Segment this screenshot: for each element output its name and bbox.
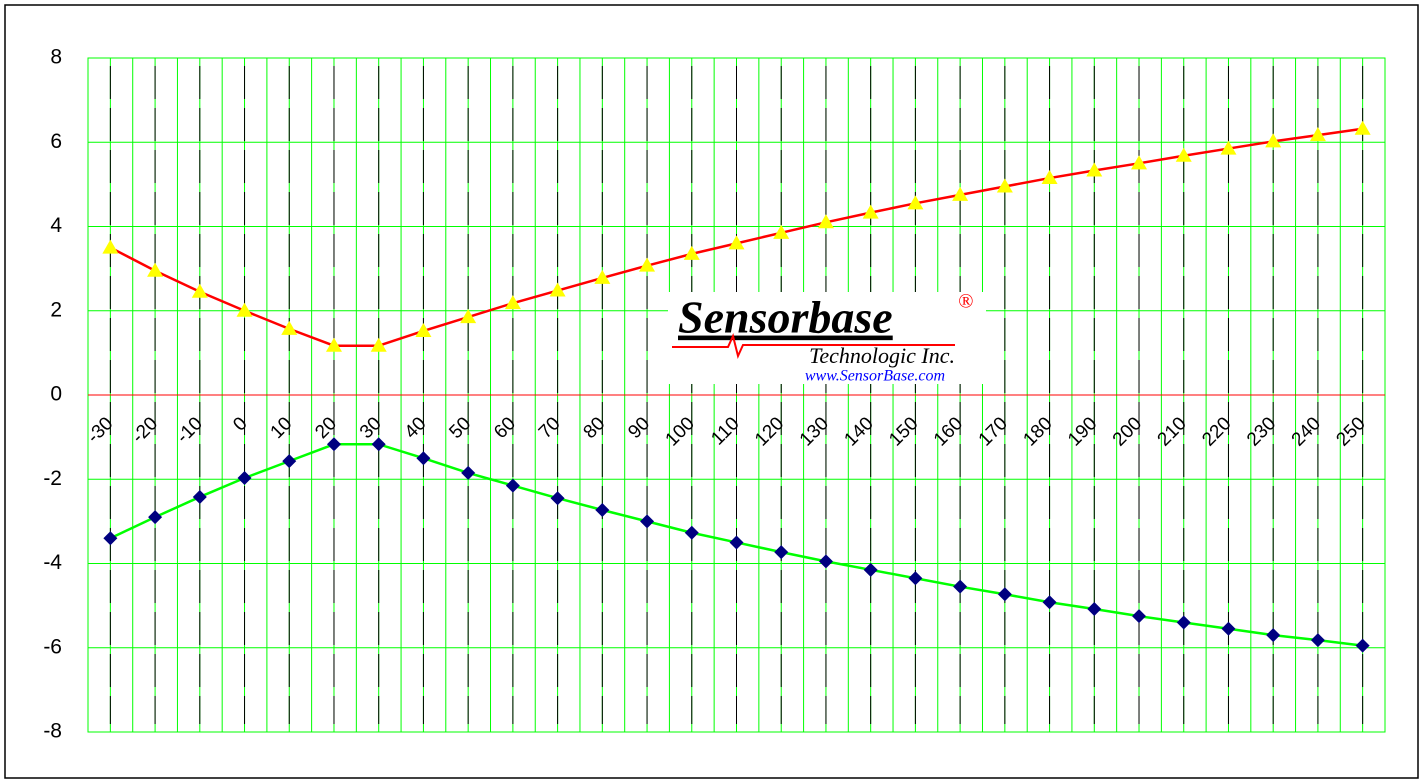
data-point [1176,615,1191,630]
data-point [1087,601,1102,616]
data-point [102,239,119,254]
logo: Sensorbase ® Technologic Inc. www.Sensor… [668,291,986,385]
data-point [1310,633,1325,648]
data-point [549,282,566,297]
data-point [729,535,744,550]
data-point [997,587,1012,602]
data-point [683,245,700,260]
data-point [774,545,789,560]
data-point [1041,170,1058,185]
data-point [460,309,477,324]
data-point [147,262,164,277]
data-point [818,554,833,569]
data-point [281,320,298,335]
data-point [148,510,163,525]
data-point [908,571,923,586]
y-tick-label: -4 [43,551,62,574]
data-point [1354,120,1371,135]
data-point [1175,147,1192,162]
data-point [326,437,341,452]
data-point [863,562,878,577]
data-point [1355,638,1370,653]
data-point [595,503,610,518]
data-point [1266,628,1281,643]
data-point [817,214,834,229]
data-point [103,531,118,546]
data-point [684,525,699,540]
data-point [325,337,342,352]
logo-mark: ® [958,291,973,313]
data-point [192,489,207,504]
data-point [370,337,387,352]
data-point [371,437,386,452]
data-point [505,478,520,493]
data-point [953,579,968,594]
data-point [282,454,297,469]
data-point [550,491,565,506]
data-point [237,470,252,485]
data-point [773,224,790,239]
data-point [639,257,656,272]
data-point [191,283,208,298]
y-tick-label: 2 [50,298,62,321]
data-point [1265,133,1282,148]
y-tick-label: 6 [50,130,62,153]
data-point [640,514,655,529]
y-tick-label: 4 [50,214,62,237]
logo-name: Sensorbase [678,292,893,343]
data-point [728,235,745,250]
logo-company: Technologic Inc. [809,343,955,368]
y-tick-label: 0 [50,383,62,406]
data-point [1221,621,1236,636]
y-tick-label: -8 [43,720,62,743]
data-point [416,451,431,466]
data-point [907,195,924,210]
y-tick-label: 8 [50,46,62,69]
data-point [862,204,879,219]
data-point [996,178,1013,193]
y-tick-label: -6 [43,635,62,658]
data-point [1131,155,1148,170]
data-point [594,269,611,284]
logo-wave [672,332,955,360]
logo-background [668,292,986,384]
data-point [952,186,969,201]
data-point [236,302,253,317]
data-point [1132,609,1147,624]
data-point [1086,162,1103,177]
data-point [461,465,476,480]
data-point [504,295,521,310]
data-point [1309,127,1326,142]
logo-url: www.SensorBase.com [805,368,945,385]
y-tick-label: -2 [43,467,62,490]
data-point [415,322,432,337]
data-point [1220,140,1237,155]
data-point [1042,595,1057,610]
